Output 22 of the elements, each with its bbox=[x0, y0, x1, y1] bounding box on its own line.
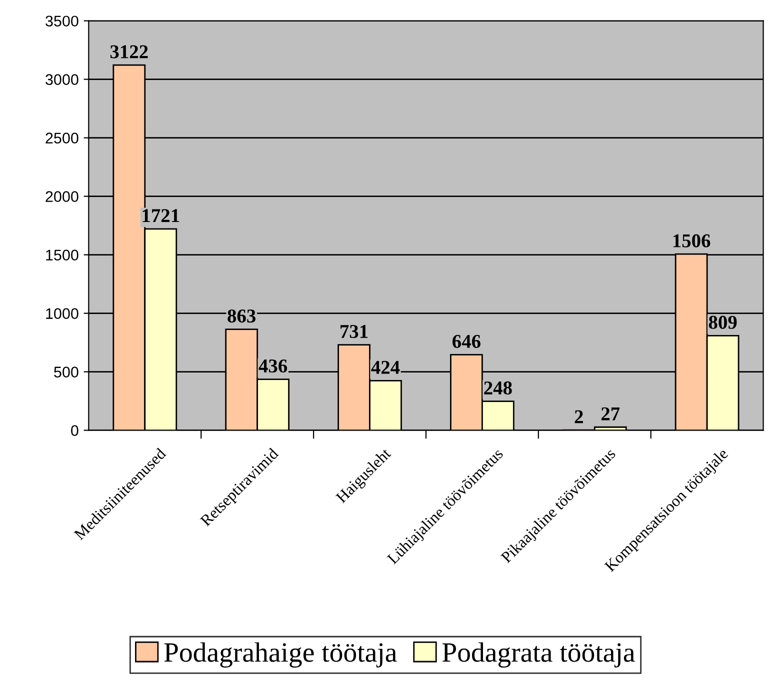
y-tick-label: 1000 bbox=[46, 308, 78, 319]
data-label: 863 bbox=[228, 309, 256, 323]
data-label: 809 bbox=[708, 316, 737, 329]
legend-label: Podagrata töötaja bbox=[442, 642, 635, 668]
legend-label: Podagrahaige töötaja bbox=[164, 642, 397, 668]
data-label: 2 bbox=[574, 410, 583, 424]
y-tick-label: 500 bbox=[54, 366, 78, 378]
y-tick-label: 2000 bbox=[46, 191, 78, 202]
y-tick-label: 0 bbox=[71, 425, 78, 436]
data-label: 424 bbox=[371, 360, 400, 374]
data-label: 731 bbox=[340, 324, 368, 338]
data-label: 1506 bbox=[673, 234, 710, 248]
data-label: 248 bbox=[484, 381, 512, 395]
y-tick-label: 2500 bbox=[46, 132, 78, 144]
data-label: 3122 bbox=[110, 45, 148, 58]
data-label: 1721 bbox=[142, 209, 180, 222]
y-tick-label: 3000 bbox=[46, 74, 78, 85]
data-label: 27 bbox=[601, 407, 620, 420]
data-label: 436 bbox=[258, 359, 288, 373]
y-tick-label: 1500 bbox=[46, 250, 78, 260]
data-label: 646 bbox=[452, 334, 480, 348]
y-tick-label: 3500 bbox=[46, 16, 78, 27]
